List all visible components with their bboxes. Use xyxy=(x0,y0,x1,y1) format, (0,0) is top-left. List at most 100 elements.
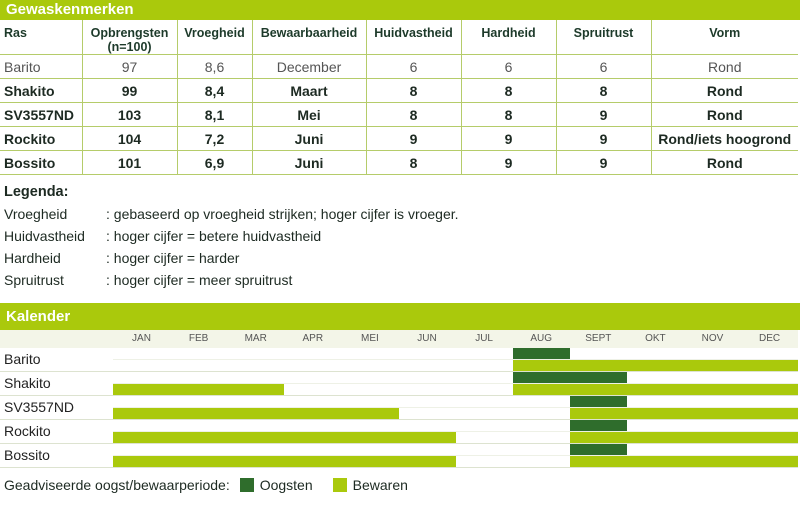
table-cell: 9 xyxy=(365,126,461,151)
month-label: MAR xyxy=(244,333,267,344)
bewaren-bar xyxy=(569,432,799,443)
month-label: JUL xyxy=(475,333,493,344)
calendar-legend: Geadviseerde oogst/bewaarperiode: Oogste… xyxy=(4,477,408,493)
table-row: Rockito 104 7,2 Juni 9 9 9 Rond/iets hoogrond xyxy=(0,126,798,151)
oogsten-bar xyxy=(569,396,627,407)
lane-divider xyxy=(113,407,798,408)
table-cell: 8,1 xyxy=(176,102,252,127)
oogsten-bar xyxy=(512,348,570,359)
calendar-row: Rockito xyxy=(0,420,799,444)
oogsten-bar xyxy=(512,372,627,383)
table-cell: 6 xyxy=(365,54,461,79)
table-cell: 8,6 xyxy=(176,54,252,79)
legend-key: Huidvastheid xyxy=(4,228,85,244)
column-header: Vroegheid xyxy=(176,20,252,55)
column-header: Hardheid xyxy=(460,20,556,55)
table-cell: December xyxy=(251,54,366,79)
table-cell: 99 xyxy=(81,78,177,103)
oogsten-label: Oogsten xyxy=(259,477,313,493)
column-header: Bewaarbaarheid xyxy=(251,20,366,55)
calendar-row: SV3557ND xyxy=(0,396,799,420)
bewaren-bar xyxy=(113,408,399,419)
oogsten-swatch xyxy=(239,478,254,492)
table-cell: 6 xyxy=(555,54,651,79)
legend-item: Vroegheid : gebaseerd op vroegheid strijk… xyxy=(4,203,459,225)
legend-text: : hoger cijfer = meer spruitrust xyxy=(106,272,293,288)
table-cell: Bossito xyxy=(0,150,82,175)
table-title: Gewaskenmerken xyxy=(0,0,800,20)
table-cell: 97 xyxy=(81,54,177,79)
legend-key: Spruitrust xyxy=(4,272,64,288)
table-cell: 8 xyxy=(460,102,556,127)
month-label: JAN xyxy=(132,333,151,344)
table-cell: Shakito xyxy=(0,78,82,103)
calendar-row-label: Rockito xyxy=(4,423,51,439)
table-row: Barito 97 8,6 December 6 6 6 Rond xyxy=(0,54,798,79)
table-cell: 6 xyxy=(460,54,556,79)
bewaren-bar xyxy=(512,360,799,371)
table-cell: Mei xyxy=(251,102,366,127)
table-cell: 9 xyxy=(555,126,651,151)
table-cell: 9 xyxy=(555,150,651,175)
table-cell: Juni xyxy=(251,126,366,151)
table-cell: 104 xyxy=(81,126,177,151)
month-label: OKT xyxy=(645,333,666,344)
table-row: Shakito 99 8,4 Maart 8 8 8 Rond xyxy=(0,78,798,103)
table-cell: 7,2 xyxy=(176,126,252,151)
column-header: Vorm xyxy=(650,20,798,55)
table-row: Bossito 101 6,9 Juni 8 9 9 Rond xyxy=(0,150,798,175)
variety-table: Ras Opbrengsten (n=100) Vroegheid Bewaarbaa… xyxy=(0,20,798,175)
bewaren-bar xyxy=(113,432,456,443)
table-cell: Barito xyxy=(0,54,82,79)
bewaren-bar xyxy=(569,456,799,467)
legend: Legenda: Vroegheid : gebaseerd op vroeghe… xyxy=(4,181,459,291)
lane-divider xyxy=(113,431,798,432)
calendar-row-label: SV3557ND xyxy=(4,399,75,415)
table-cell: Rond xyxy=(650,150,798,175)
legend-text: : hoger cijfer = harder xyxy=(106,250,240,266)
month-header: JAN FEB MAR APR MEI JUN JUL AUG SEPT OKT NOV DEC xyxy=(0,330,798,348)
month-label: FEB xyxy=(188,333,209,344)
table-cell: Rond/iets hoogrond xyxy=(650,126,798,151)
table-cell: Rond xyxy=(650,102,798,127)
legend-item: Spruitrust : hoger cijfer = meer spruitru… xyxy=(4,269,459,291)
table-cell: SV3557ND xyxy=(0,102,82,127)
bewaren-bar xyxy=(512,384,799,395)
table-cell: Rond xyxy=(650,54,798,79)
calendar-row: Bossito xyxy=(0,444,799,468)
legend-text: : hoger cijfer = betere huidvastheid xyxy=(106,228,322,244)
calendar-row-label: Bossito xyxy=(4,447,50,463)
column-header: Ras xyxy=(4,26,27,40)
bewaren-bar xyxy=(113,384,285,395)
bewaren-bar xyxy=(569,408,799,419)
calendar-legend-label: Geadviseerde oogst/bewaarperiode: xyxy=(4,477,230,493)
table-cell: 6,9 xyxy=(176,150,252,175)
table-cell: Juni xyxy=(251,150,366,175)
oogsten-bar xyxy=(569,420,627,431)
table-row: SV3557ND 103 8,1 Mei 8 8 9 Rond xyxy=(0,102,798,127)
legend-text: : gebaseerd op vroegheid strijken; hoger… xyxy=(106,206,459,222)
month-label: DEC xyxy=(759,333,781,344)
month-label: APR xyxy=(302,333,324,344)
table-cell: 8 xyxy=(365,78,461,103)
legend-item: Hardheid : hoger cijfer = harder xyxy=(4,247,459,269)
legend-key: Hardheid xyxy=(4,250,61,266)
month-label: NOV xyxy=(701,333,724,344)
oogsten-bar xyxy=(569,444,627,455)
column-header: Huidvastheid xyxy=(365,20,461,55)
lane-divider xyxy=(113,359,798,360)
legend-title: Legenda: xyxy=(4,184,69,200)
month-label: AUG xyxy=(530,333,553,344)
bewaren-label: Bewaren xyxy=(352,477,408,493)
bewaren-bar xyxy=(113,456,456,467)
calendar-title: Kalender xyxy=(0,303,800,330)
lane-divider xyxy=(113,383,798,384)
column-header: Spruitrust xyxy=(555,20,651,55)
table-cell: 103 xyxy=(81,102,177,127)
calendar-row: Shakito xyxy=(0,372,799,396)
table-cell: 9 xyxy=(460,150,556,175)
legend-key: Vroegheid xyxy=(4,206,68,222)
lane-divider xyxy=(113,455,798,456)
month-label: MEI xyxy=(361,333,379,344)
month-label: SEPT xyxy=(585,333,612,344)
